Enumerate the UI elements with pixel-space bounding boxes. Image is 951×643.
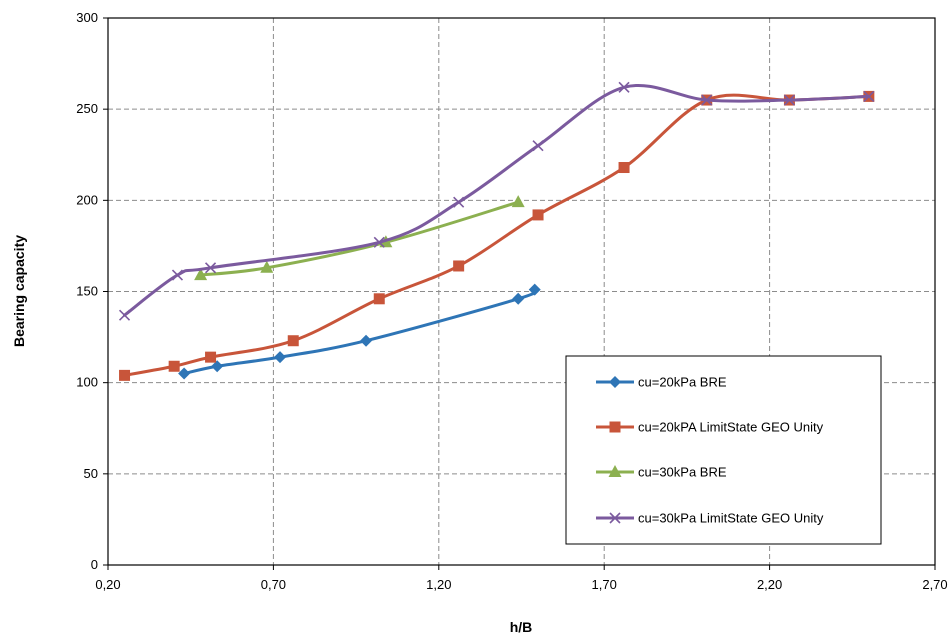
x-tick-label: 0,70 — [261, 577, 286, 592]
data-point — [360, 334, 373, 347]
legend-swatch-marker — [609, 421, 621, 433]
legend-label: cu=20kPA LimitState GEO Unity — [638, 420, 824, 435]
legend-swatch-marker — [608, 465, 622, 477]
data-point — [178, 367, 191, 380]
legend-swatch-marker — [609, 376, 621, 388]
legend-label: cu=30kPa BRE — [638, 465, 727, 480]
legend-entry: cu=20kPA LimitState GEO Unity — [596, 420, 824, 435]
y-tick-label: 200 — [76, 192, 98, 207]
data-point — [274, 351, 287, 364]
data-point — [287, 335, 299, 347]
data-point — [532, 140, 544, 152]
y-tick-label: 0 — [91, 557, 98, 572]
data-point — [211, 360, 224, 373]
y-tick-label: 100 — [76, 375, 98, 390]
legend-swatch-marker — [609, 512, 621, 524]
x-tick-label: 1,20 — [426, 577, 451, 592]
series-layer — [118, 81, 875, 381]
x-tick-label: 2,20 — [757, 577, 782, 592]
y-tick-label: 150 — [76, 284, 98, 299]
data-point — [453, 260, 465, 272]
x-tick-label: 2,70 — [922, 577, 947, 592]
data-point — [783, 94, 796, 106]
legend: cu=20kPa BRE cu=20kPA LimitState GEO Unit… — [565, 355, 882, 545]
legend-box — [565, 355, 882, 545]
data-point — [528, 283, 541, 296]
y-tick-label: 250 — [76, 101, 98, 116]
data-point — [532, 209, 544, 221]
x-tick-label: 1,70 — [592, 577, 617, 592]
data-point — [204, 262, 217, 274]
data-point — [511, 195, 525, 208]
x-axis-title: h/B — [510, 619, 533, 635]
series-line — [199, 200, 520, 277]
data-point — [194, 268, 208, 281]
data-point — [453, 196, 465, 208]
data-point — [512, 292, 525, 305]
data-point — [863, 90, 875, 102]
data-point — [618, 81, 630, 93]
legend-entry: cu=20kPa BRE — [596, 375, 727, 390]
legend-label: cu=20kPa BRE — [638, 375, 727, 390]
x-tick-label: 0,20 — [95, 577, 120, 592]
data-point — [168, 360, 180, 372]
legend-label: cu=30kPa LimitState GEO Unity — [638, 511, 824, 526]
data-point — [118, 309, 131, 321]
y-tick-label: 50 — [84, 466, 98, 481]
y-axis-title: Bearing capacity — [11, 235, 27, 347]
data-point — [205, 351, 217, 363]
data-point — [701, 94, 713, 106]
legend-entry: cu=30kPa LimitState GEO Unity — [596, 511, 824, 526]
data-point — [119, 369, 131, 381]
data-point — [260, 260, 274, 273]
data-point — [618, 162, 630, 174]
data-point — [373, 293, 385, 305]
axis-ticks: 0 50 100 150 200 250 300 0,20 0,70 1,20 1,70 2,20 2,… — [76, 10, 947, 592]
y-tick-label: 300 — [76, 10, 98, 25]
data-point — [171, 269, 184, 281]
data-point — [373, 236, 385, 248]
legend-entry: cu=30kPa BRE — [596, 465, 727, 480]
series-line — [123, 83, 871, 317]
series-1 — [178, 283, 541, 380]
series-4 — [118, 81, 875, 321]
